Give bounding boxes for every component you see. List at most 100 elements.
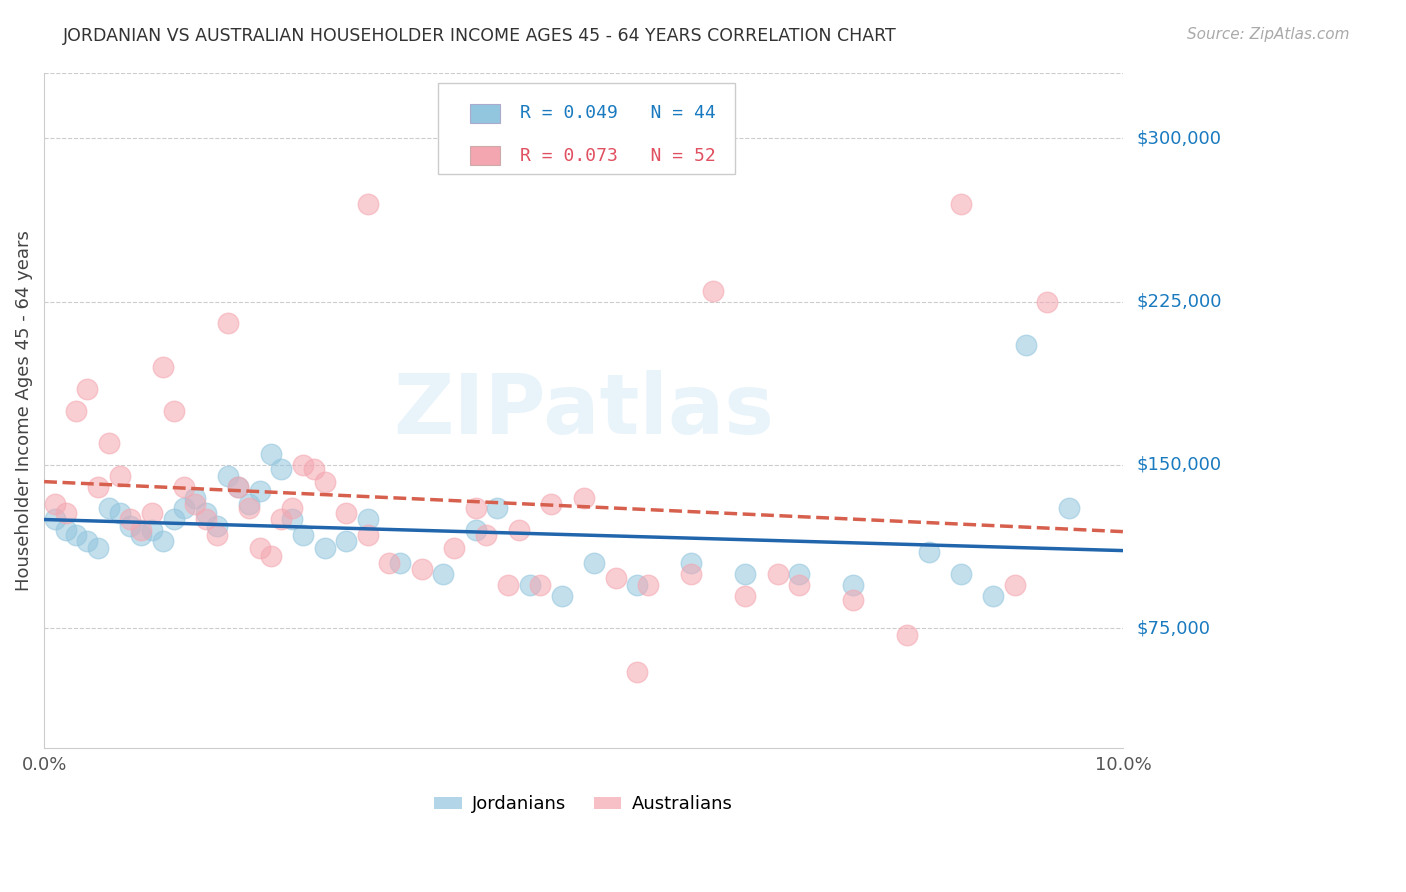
Text: JORDANIAN VS AUSTRALIAN HOUSEHOLDER INCOME AGES 45 - 64 YEARS CORRELATION CHART: JORDANIAN VS AUSTRALIAN HOUSEHOLDER INCO… xyxy=(63,27,897,45)
Jordanians xyxy=(76,534,98,549)
Australians xyxy=(141,506,163,520)
Jordanians xyxy=(162,512,184,526)
Australians xyxy=(129,523,152,537)
Text: ZIPatlas: ZIPatlas xyxy=(394,370,773,451)
Jordanians xyxy=(681,556,703,570)
Jordanians xyxy=(950,566,973,581)
Australians xyxy=(950,196,973,211)
FancyBboxPatch shape xyxy=(437,83,734,174)
Australians xyxy=(281,501,304,516)
Jordanians xyxy=(1057,501,1080,516)
Jordanians xyxy=(249,484,271,499)
Australians xyxy=(76,382,98,396)
Text: R = 0.073   N = 52: R = 0.073 N = 52 xyxy=(520,146,716,165)
Jordanians xyxy=(152,534,174,549)
Jordanians xyxy=(205,519,228,533)
Jordanians xyxy=(108,506,131,520)
Jordanians xyxy=(270,462,292,476)
Australians xyxy=(44,497,66,511)
Jordanians xyxy=(551,589,574,603)
Australians xyxy=(55,506,77,520)
Jordanians xyxy=(464,523,486,537)
Legend: Jordanians, Australians: Jordanians, Australians xyxy=(434,796,733,814)
Jordanians xyxy=(141,523,163,537)
Australians xyxy=(259,549,281,564)
Jordanians xyxy=(120,519,142,533)
Australians xyxy=(637,578,659,592)
Jordanians xyxy=(217,468,239,483)
Australians xyxy=(1036,294,1059,309)
Australians xyxy=(217,317,239,331)
Australians xyxy=(226,480,249,494)
Jordanians xyxy=(292,527,315,541)
Australians xyxy=(475,527,498,541)
Jordanians xyxy=(918,545,941,559)
Australians xyxy=(87,480,110,494)
Australians xyxy=(496,578,519,592)
Australians xyxy=(443,541,465,555)
FancyBboxPatch shape xyxy=(470,104,501,123)
Australians xyxy=(357,527,380,541)
Jordanians xyxy=(842,578,865,592)
Australians xyxy=(702,284,724,298)
Australians xyxy=(1004,578,1026,592)
Australians xyxy=(529,578,551,592)
Australians xyxy=(357,196,380,211)
Jordanians xyxy=(55,523,77,537)
Text: $300,000: $300,000 xyxy=(1137,129,1222,147)
Australians xyxy=(238,501,260,516)
Australians xyxy=(65,403,87,417)
Jordanians xyxy=(583,556,606,570)
Jordanians xyxy=(432,566,454,581)
Jordanians xyxy=(173,501,195,516)
Y-axis label: Householder Income Ages 45 - 64 years: Householder Income Ages 45 - 64 years xyxy=(15,230,32,591)
Australians xyxy=(787,578,810,592)
Australians xyxy=(540,497,562,511)
Text: Source: ZipAtlas.com: Source: ZipAtlas.com xyxy=(1187,27,1350,42)
Text: R = 0.049   N = 44: R = 0.049 N = 44 xyxy=(520,104,716,122)
Text: $75,000: $75,000 xyxy=(1137,619,1211,637)
Jordanians xyxy=(129,527,152,541)
Australians xyxy=(572,491,595,505)
Jordanians xyxy=(335,534,357,549)
Australians xyxy=(411,562,433,576)
Text: $150,000: $150,000 xyxy=(1137,456,1222,474)
Australians xyxy=(335,506,357,520)
Australians xyxy=(314,475,336,490)
Australians xyxy=(378,556,401,570)
Jordanians xyxy=(357,512,380,526)
FancyBboxPatch shape xyxy=(470,146,501,165)
Australians xyxy=(766,566,789,581)
Jordanians xyxy=(734,566,756,581)
Australians xyxy=(173,480,195,494)
Jordanians xyxy=(983,589,1005,603)
Jordanians xyxy=(389,556,412,570)
Australians xyxy=(97,436,120,450)
Australians xyxy=(162,403,184,417)
Australians xyxy=(292,458,315,472)
Australians xyxy=(734,589,756,603)
Jordanians xyxy=(44,512,66,526)
Jordanians xyxy=(281,512,304,526)
Australians xyxy=(184,497,207,511)
Australians xyxy=(205,527,228,541)
Australians xyxy=(194,512,217,526)
Australians xyxy=(120,512,142,526)
Jordanians xyxy=(486,501,509,516)
Australians xyxy=(508,523,530,537)
Jordanians xyxy=(226,480,249,494)
Australians xyxy=(249,541,271,555)
Australians xyxy=(626,665,648,679)
Jordanians xyxy=(314,541,336,555)
Jordanians xyxy=(519,578,541,592)
Jordanians xyxy=(787,566,810,581)
Australians xyxy=(270,512,292,526)
Jordanians xyxy=(626,578,648,592)
Australians xyxy=(842,593,865,607)
Australians xyxy=(896,628,918,642)
Text: $225,000: $225,000 xyxy=(1137,293,1222,310)
Australians xyxy=(605,571,627,585)
Jordanians xyxy=(259,447,281,461)
Jordanians xyxy=(97,501,120,516)
Australians xyxy=(464,501,486,516)
